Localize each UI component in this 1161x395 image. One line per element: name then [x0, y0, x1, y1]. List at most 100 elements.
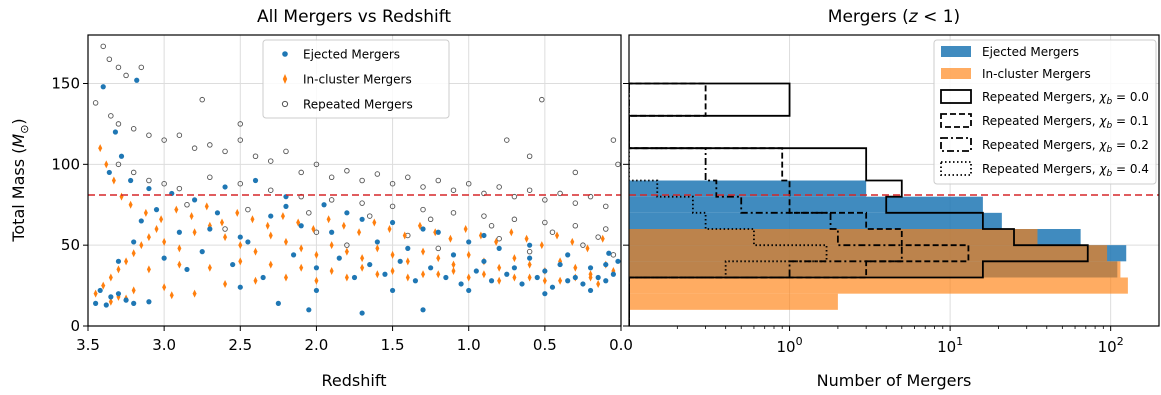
ejected-merger-point	[367, 261, 373, 268]
ejected-merger-point	[118, 153, 125, 159]
incluster-merger-point	[104, 160, 109, 169]
repeated-merger-point	[184, 201, 190, 208]
ejected-merger-point	[134, 77, 140, 83]
ejected-merger-point	[161, 255, 167, 261]
ejected-merger-point	[313, 265, 320, 271]
ejected-merger-point	[313, 287, 320, 294]
incluster-merger-point	[357, 228, 362, 237]
ejected-merger-point	[131, 300, 137, 306]
incluster-merger-point	[101, 281, 106, 290]
incluster-merger-point	[341, 221, 346, 230]
repeated-merger-point	[435, 245, 442, 252]
legend-incluster-hist-label: In-cluster Mergers	[982, 67, 1091, 81]
incluster-merger-point	[280, 212, 285, 221]
incluster-merger-point	[585, 244, 590, 253]
ejected-hist-bar	[629, 180, 867, 197]
ejected-merger-point	[542, 291, 548, 297]
ejected-merger-point	[603, 261, 609, 268]
incluster-merger-point	[478, 231, 483, 240]
legend-repeated-02-swatch	[940, 137, 972, 152]
repeated-merger-point	[222, 226, 228, 232]
left-y-tick-label: 0	[70, 317, 80, 335]
incluster-merger-point	[600, 234, 605, 243]
ejected-merger-point	[549, 284, 556, 290]
incluster-merger-point	[250, 215, 255, 224]
right-x-tick-label: 101	[937, 335, 963, 356]
repeated-merger-point	[435, 177, 442, 184]
incluster-merger-point	[299, 263, 304, 272]
ejected-merger-point	[382, 271, 388, 277]
legend-repeated-marker	[281, 100, 289, 108]
repeated-merger-point	[539, 96, 545, 103]
ejected-merger-point	[587, 287, 594, 294]
incluster-merger-point	[93, 289, 98, 298]
left-legend-box	[262, 39, 450, 119]
legend-repeated-00-swatch	[940, 89, 972, 104]
ejected-merger-point	[283, 203, 289, 209]
repeated-merger-point	[366, 213, 373, 219]
incluster-merger-point	[555, 231, 560, 240]
repeated-merger-point	[511, 193, 518, 200]
repeated-merger-point	[138, 64, 145, 71]
incluster-merger-point	[390, 250, 395, 259]
repeated-merger-point	[420, 206, 426, 213]
repeated-merger-point	[420, 184, 426, 190]
incluster-hist-bar	[629, 293, 838, 310]
repeated-merger-point	[427, 216, 434, 223]
incluster-merger-point	[451, 267, 456, 276]
left-x-tick-label: 0.0	[609, 336, 633, 354]
repeated-merger-point	[615, 161, 621, 168]
incluster-merger-point	[372, 218, 377, 227]
incluster-merger-point	[326, 215, 331, 224]
ejected-merger-point	[580, 281, 586, 287]
repeated-merger-point	[465, 180, 472, 187]
right-chart-title: Mergers (z < 1)	[828, 7, 960, 27]
ejected-merger-point	[207, 226, 213, 232]
incluster-merger-point	[253, 276, 258, 285]
ejected-merger-point	[351, 274, 358, 281]
ejected-merger-point	[214, 210, 221, 216]
repeated-merger-point	[603, 203, 609, 210]
incluster-merger-point	[539, 241, 544, 250]
incluster-merger-point	[509, 228, 514, 237]
right-y-ticks	[623, 83, 629, 327]
ejected-merger-point	[359, 310, 365, 316]
incluster-merger-point	[119, 192, 124, 201]
legend-ejected-marker	[282, 51, 288, 57]
ejected-merger-point	[466, 239, 472, 245]
ejected-merger-point	[534, 274, 540, 281]
ejected-merger-point	[587, 265, 594, 271]
ejected-merger-point	[420, 226, 426, 232]
repeated-merger-point	[252, 153, 259, 159]
repeated-merger-point	[245, 206, 251, 213]
left-x-tick-label: 3.5	[76, 336, 100, 354]
left-x-ticks: 3.5 3.0 2.5 2.0 1.5 1.0 0.5 0.0	[76, 326, 633, 354]
legend-incluster-swatch	[941, 68, 971, 79]
incluster-merger-point	[192, 228, 197, 237]
incluster-merger-point	[405, 257, 410, 266]
repeated-merger-point	[572, 223, 579, 229]
incluster-merger-point	[124, 257, 129, 266]
incluster-merger-point	[235, 208, 240, 217]
incluster-merger-point	[375, 270, 380, 279]
incluster-merger-point	[314, 250, 319, 259]
ejected-merger-point	[268, 213, 274, 219]
ejected-merger-point	[389, 219, 396, 226]
ejected-merger-point	[336, 255, 342, 261]
incluster-merger-point	[174, 205, 179, 214]
repeated-merger-point	[580, 242, 586, 248]
repeated-merger-point	[161, 137, 167, 143]
repeated-merger-point	[389, 203, 396, 210]
ejected-merger-point	[374, 239, 380, 245]
incluster-merger-point	[111, 176, 116, 185]
ejected-merger-point	[97, 287, 103, 294]
y-axis-label: Total Mass (M⊙)	[9, 118, 31, 242]
left-y-tick-label: 150	[51, 75, 80, 93]
incluster-merger-point	[463, 225, 468, 233]
repeated-merger-point	[610, 252, 617, 258]
incluster-merger-point	[466, 250, 471, 259]
ejected-merger-point	[496, 245, 502, 251]
repeated-merger-point	[344, 168, 350, 174]
legend-repeated-00-label: Repeated Mergers, χb = 0.0	[982, 90, 1149, 107]
